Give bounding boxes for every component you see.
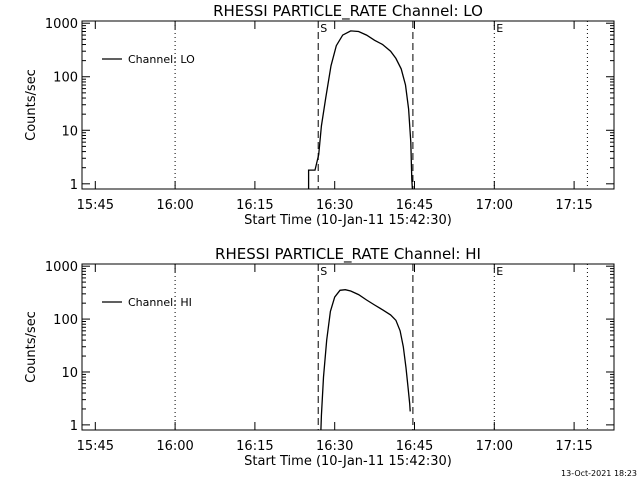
- y-tick-label: 10: [61, 124, 78, 139]
- marker-label: E: [496, 22, 503, 35]
- x-tick-label: 16:15: [236, 439, 273, 454]
- y-tick-label: 10: [61, 366, 78, 381]
- x-tick-label: 17:00: [476, 439, 513, 454]
- y-tick-label: 1000: [45, 17, 78, 32]
- x-tick-label: 16:45: [396, 198, 433, 213]
- y-axis-label: Counts/sec: [24, 311, 39, 383]
- series-line: [307, 30, 414, 190]
- x-tick-label: 16:00: [156, 439, 193, 454]
- marker-label: S: [320, 22, 327, 35]
- y-tick-label: 1000: [45, 260, 78, 275]
- hi-channel-plot: RHESSI PARTICLE_RATE Channel: HIS E 15:45 1…: [24, 245, 615, 469]
- series-line: [320, 289, 411, 431]
- marker-label: E: [496, 265, 503, 278]
- x-axis-label: Start Time (10-Jan-11 15:42:30): [244, 454, 452, 469]
- y-tick-label: 1: [70, 419, 78, 434]
- x-tick-label: 16:30: [316, 439, 353, 454]
- lo-channel-plot: RHESSI PARTICLE_RATE Channel: LOS E 15:45 1…: [24, 2, 615, 228]
- x-axis-label: Start Time (10-Jan-11 15:42:30): [244, 213, 452, 228]
- x-tick-label: 16:30: [316, 198, 353, 213]
- x-tick-label: 17:15: [555, 198, 592, 213]
- legend-label: Channel: HI: [128, 296, 192, 309]
- x-tick-label: 17:15: [555, 439, 592, 454]
- timestamp-label: 13-Oct-2021 18:23: [561, 469, 637, 478]
- x-tick-label: 16:00: [156, 198, 193, 213]
- x-tick-label: 15:45: [77, 198, 114, 213]
- y-tick-label: 100: [53, 313, 78, 328]
- x-tick-label: 17:00: [476, 198, 513, 213]
- x-tick-label: 16:15: [236, 198, 273, 213]
- chart-title: RHESSI PARTICLE_RATE Channel: LO: [213, 2, 483, 21]
- x-tick-label: 16:45: [396, 439, 433, 454]
- x-tick-label: 15:45: [77, 439, 114, 454]
- y-tick-label: 1: [70, 178, 78, 193]
- y-tick-label: 100: [53, 71, 78, 86]
- legend-label: Channel: LO: [128, 53, 195, 66]
- marker-label: S: [320, 265, 327, 278]
- chart-title: RHESSI PARTICLE_RATE Channel: HI: [215, 245, 481, 264]
- y-axis-label: Counts/sec: [24, 69, 39, 141]
